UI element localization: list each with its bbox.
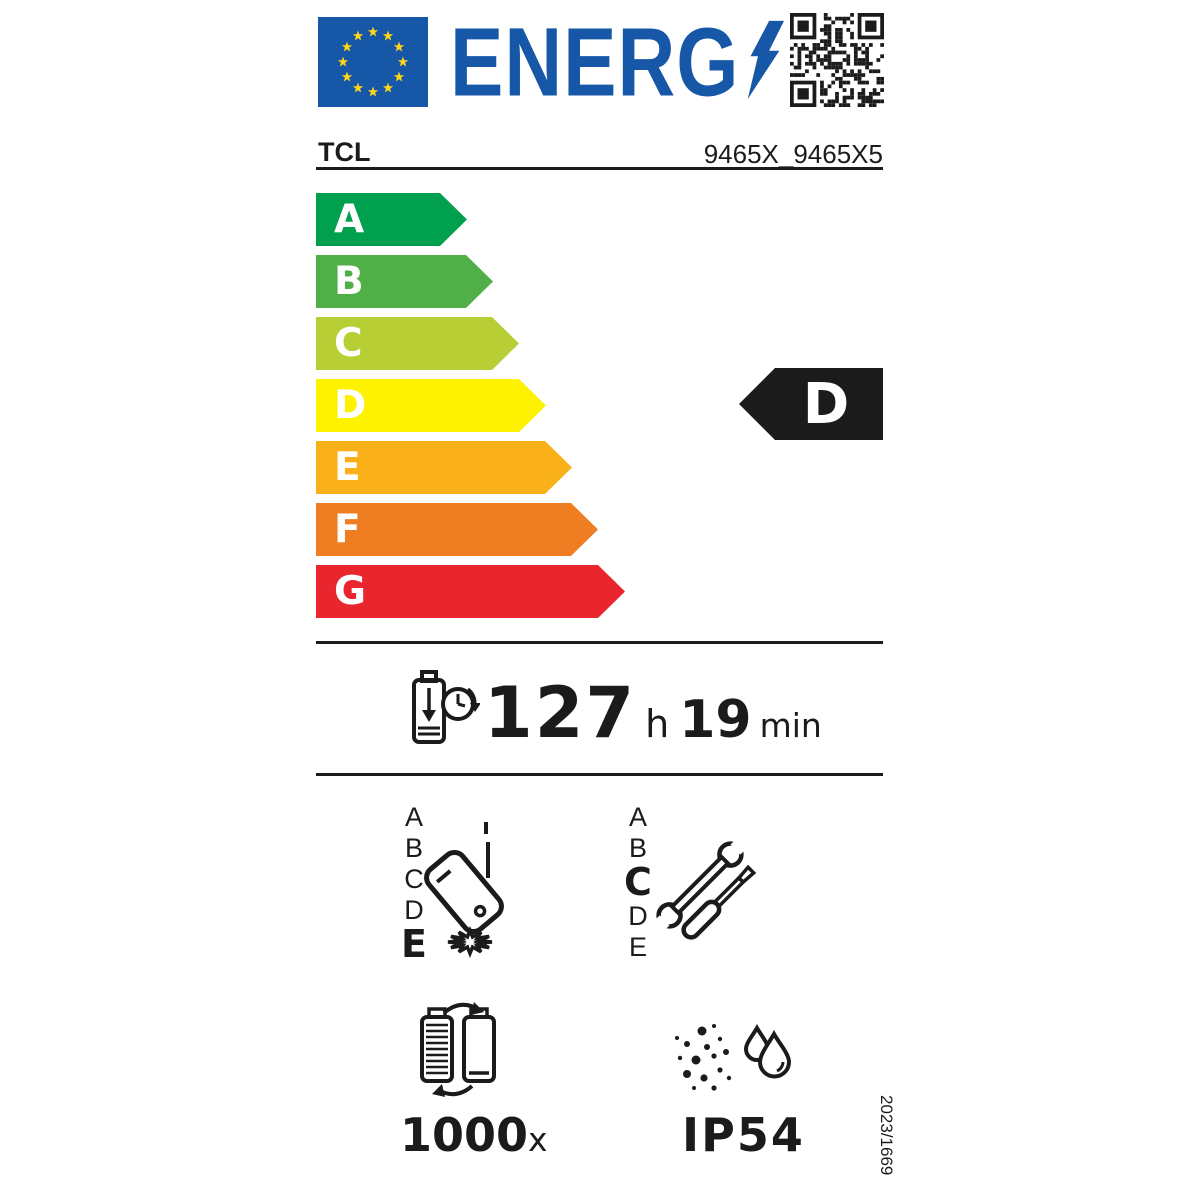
battery-endurance-value: 127 h 19 min (484, 672, 822, 754)
endurance-minutes: 19 (679, 690, 752, 750)
model-identifier: 9465X_9465X5 (703, 139, 883, 169)
eu-flag-icon (318, 17, 428, 107)
repair-tools-icon (654, 838, 756, 940)
dust-particles (675, 1024, 732, 1091)
scale-letter-d: D (334, 383, 367, 428)
falling-phone-icon (424, 822, 504, 959)
drop-grade-a: A (404, 802, 423, 832)
scale-letter-c: C (334, 321, 363, 366)
drop-grade-e-rated: E (401, 922, 427, 966)
qr-code-icon (790, 13, 884, 107)
scale-bar-c: C (316, 317, 519, 370)
scale-letter-b: B (334, 259, 364, 304)
dust-water-icon (675, 1023, 792, 1091)
repairability-scale: A B C D E (618, 802, 658, 963)
endurance-hours: 127 (484, 672, 637, 754)
regulation-number: 2023/1669 (877, 1095, 896, 1176)
repair-grade-c-rated: C (624, 860, 652, 904)
endurance-minutes-unit: min (759, 706, 822, 745)
drop-grade-d: D (404, 895, 424, 925)
scale-bar-d: D (316, 379, 546, 432)
battery-discharge-clock-icon (412, 670, 480, 744)
cycles-unit: x (528, 1120, 548, 1159)
scale-letter-f: F (334, 507, 361, 552)
repair-grade-b: B (628, 833, 647, 863)
repair-grade-a: A (628, 802, 647, 832)
brand-divider (316, 167, 883, 170)
scale-bar-a: A (316, 193, 467, 246)
energ-logo-text: ENERG (450, 7, 740, 117)
energy-label: ENERG TCL 9465X_9465X5 A B C D E F G D (316, 0, 896, 1200)
drop-reliability-scale: A B C D E (394, 802, 434, 963)
endurance-hours-unit: h (645, 702, 670, 746)
cycles-number: 1000 (400, 1108, 529, 1162)
drop-grade-b: B (404, 833, 423, 863)
scale-letter-e: E (334, 445, 361, 490)
rated-class-arrow: D (739, 368, 883, 440)
section-divider (316, 773, 883, 776)
rated-class-letter: D (802, 371, 850, 437)
drop-grade-c: C (404, 864, 424, 894)
repair-grade-d: D (628, 901, 648, 931)
scale-bar-e: E (316, 441, 572, 494)
water-drops (743, 1023, 792, 1079)
ip-rating: IP54 (682, 1108, 805, 1162)
section-divider (316, 641, 883, 644)
scale-letter-g: G (334, 569, 367, 614)
scale-bar-b: B (316, 255, 493, 308)
repair-grade-e: E (628, 932, 647, 962)
battery-cycles-value: 1000x (400, 1108, 548, 1162)
lightning-bolt-icon (747, 20, 784, 100)
scale-letter-a: A (334, 197, 365, 242)
scale-bar-g: G (316, 565, 625, 618)
scale-bar-f: F (316, 503, 598, 556)
brand-name: TCL (318, 137, 371, 167)
battery-cycle-icon (420, 1002, 496, 1097)
